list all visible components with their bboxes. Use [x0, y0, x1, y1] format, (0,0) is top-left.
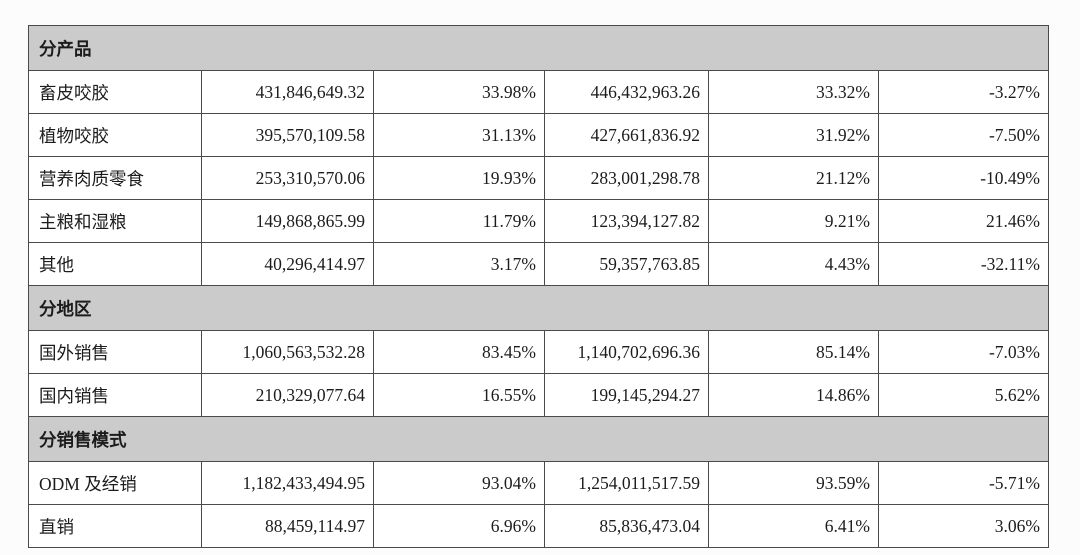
- cell-amount-prior: 427,661,836.92: [544, 113, 709, 157]
- revenue-breakdown-table: 分产品 畜皮咬胶 431,846,649.32 33.98% 446,432,963.2…: [28, 25, 1049, 548]
- cell-ratio-current: 33.98%: [373, 70, 545, 114]
- section-row: 分销售模式: [28, 416, 1049, 462]
- table-row: 畜皮咬胶 431,846,649.32 33.98% 446,432,963.26 33…: [28, 70, 1049, 114]
- cell-amount-current: 40,296,414.97: [201, 242, 374, 286]
- cell-ratio-current: 31.13%: [373, 113, 545, 157]
- table-row: 营养肉质零食 253,310,570.06 19.93% 283,001,298.78…: [28, 156, 1049, 200]
- cell-amount-prior: 283,001,298.78: [544, 156, 709, 200]
- cell-yoy-change: -32.11%: [878, 242, 1049, 286]
- table-row: 其他 40,296,414.97 3.17% 59,357,763.85 4.43% -3…: [28, 242, 1049, 286]
- cell-amount-current: 210,329,077.64: [201, 373, 374, 417]
- row-label: 植物咬胶: [28, 113, 202, 157]
- cell-ratio-current: 6.96%: [373, 504, 545, 548]
- cell-yoy-change: -3.27%: [878, 70, 1049, 114]
- cell-yoy-change: 5.62%: [878, 373, 1049, 417]
- cell-ratio-prior: 31.92%: [708, 113, 879, 157]
- table-row: 植物咬胶 395,570,109.58 31.13% 427,661,836.92 31…: [28, 113, 1049, 157]
- cell-ratio-prior: 6.41%: [708, 504, 879, 548]
- table-row: ODM 及经销 1,182,433,494.95 93.04% 1,254,011,5…: [28, 461, 1049, 505]
- cell-ratio-prior: 14.86%: [708, 373, 879, 417]
- cell-ratio-prior: 4.43%: [708, 242, 879, 286]
- table-row: 主粮和湿粮 149,868,865.99 11.79% 123,394,127.82 9…: [28, 199, 1049, 243]
- cell-amount-prior: 1,254,011,517.59: [544, 461, 709, 505]
- cell-ratio-current: 16.55%: [373, 373, 545, 417]
- row-label: 主粮和湿粮: [28, 199, 202, 243]
- row-label: 国内销售: [28, 373, 202, 417]
- cell-yoy-change: -7.50%: [878, 113, 1049, 157]
- cell-ratio-current: 93.04%: [373, 461, 545, 505]
- cell-ratio-prior: 93.59%: [708, 461, 879, 505]
- cell-amount-prior: 85,836,473.04: [544, 504, 709, 548]
- cell-amount-current: 431,846,649.32: [201, 70, 374, 114]
- cell-amount-current: 395,570,109.58: [201, 113, 374, 157]
- cell-ratio-current: 3.17%: [373, 242, 545, 286]
- section-row: 分地区: [28, 285, 1049, 331]
- row-label: 其他: [28, 242, 202, 286]
- cell-yoy-change: -7.03%: [878, 330, 1049, 374]
- cell-ratio-prior: 21.12%: [708, 156, 879, 200]
- cell-amount-current: 88,459,114.97: [201, 504, 374, 548]
- table-row: 国内销售 210,329,077.64 16.55% 199,145,294.27 14…: [28, 373, 1049, 417]
- section-header: 分销售模式: [28, 416, 1049, 462]
- cell-amount-current: 149,868,865.99: [201, 199, 374, 243]
- table-row: 国外销售 1,060,563,532.28 83.45% 1,140,702,696.…: [28, 330, 1049, 374]
- cell-amount-prior: 446,432,963.26: [544, 70, 709, 114]
- cell-ratio-current: 83.45%: [373, 330, 545, 374]
- cell-ratio-prior: 33.32%: [708, 70, 879, 114]
- cell-ratio-current: 11.79%: [373, 199, 545, 243]
- row-label: 直销: [28, 504, 202, 548]
- row-label: 国外销售: [28, 330, 202, 374]
- cell-ratio-current: 19.93%: [373, 156, 545, 200]
- cell-yoy-change: -10.49%: [878, 156, 1049, 200]
- cell-amount-prior: 1,140,702,696.36: [544, 330, 709, 374]
- row-label: 营养肉质零食: [28, 156, 202, 200]
- cell-yoy-change: 21.46%: [878, 199, 1049, 243]
- cell-amount-prior: 59,357,763.85: [544, 242, 709, 286]
- section-row: 分产品: [28, 25, 1049, 71]
- section-header: 分地区: [28, 285, 1049, 331]
- cell-amount-current: 1,060,563,532.28: [201, 330, 374, 374]
- cell-yoy-change: -5.71%: [878, 461, 1049, 505]
- section-header: 分产品: [28, 25, 1049, 71]
- cell-amount-current: 253,310,570.06: [201, 156, 374, 200]
- cell-yoy-change: 3.06%: [878, 504, 1049, 548]
- cell-ratio-prior: 9.21%: [708, 199, 879, 243]
- cell-amount-current: 1,182,433,494.95: [201, 461, 374, 505]
- table-row: 直销 88,459,114.97 6.96% 85,836,473.04 6.41% 3.…: [28, 504, 1049, 548]
- row-label: ODM 及经销: [28, 461, 202, 505]
- row-label: 畜皮咬胶: [28, 70, 202, 114]
- cell-amount-prior: 199,145,294.27: [544, 373, 709, 417]
- cell-ratio-prior: 85.14%: [708, 330, 879, 374]
- cell-amount-prior: 123,394,127.82: [544, 199, 709, 243]
